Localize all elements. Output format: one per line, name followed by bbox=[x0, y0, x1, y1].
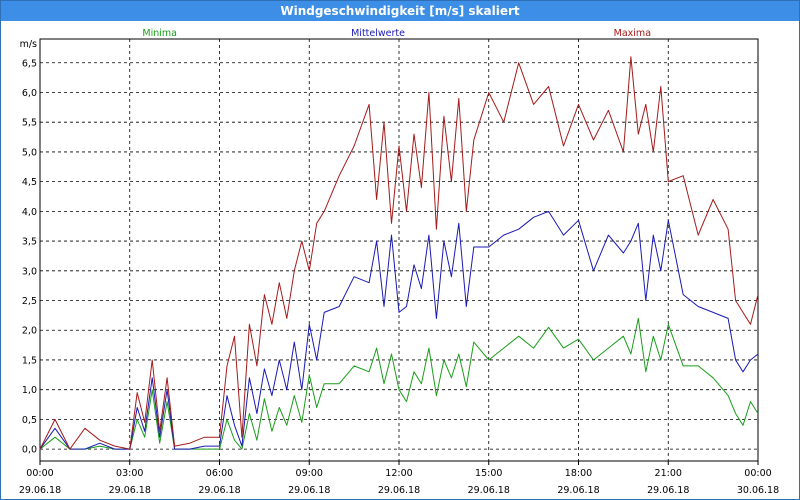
chart-axes: 0,0 0,5 1,0 1,5 2,0 2,5 3,0 3,5 4,0 4,5 5,0 5,5 6,0 6… bbox=[19, 38, 779, 496]
y-tick-label: 0,0 bbox=[22, 445, 37, 456]
window-title: Windgeschwindigkeit [m/s] skaliert bbox=[1, 1, 799, 21]
x-tick-time: 00:00 bbox=[26, 468, 53, 479]
x-tick-date: 29.06.18 bbox=[557, 485, 599, 496]
y-tick-label: 1,0 bbox=[22, 385, 37, 396]
x-tick-date: 29.06.18 bbox=[647, 485, 689, 496]
x-tick-time: 09:00 bbox=[296, 468, 323, 479]
chart-series bbox=[39, 56, 759, 450]
y-tick-label: 5,0 bbox=[22, 147, 37, 158]
y-tick-label: 6,5 bbox=[22, 58, 37, 69]
y-axis-label: m/s bbox=[20, 39, 37, 50]
x-tick-time: 18:00 bbox=[565, 468, 592, 479]
x-tick-date: 29.06.18 bbox=[198, 485, 240, 496]
legend-minima: Minima bbox=[142, 28, 177, 39]
y-tick-label: 1,5 bbox=[22, 355, 37, 366]
x-tick-date: 29.06.18 bbox=[109, 485, 151, 496]
y-tick-label: 3,0 bbox=[22, 266, 37, 277]
x-tick-date: 29.06.18 bbox=[378, 485, 420, 496]
x-tick-time: 06:00 bbox=[206, 468, 233, 479]
x-tick-date: 30.06.18 bbox=[737, 485, 779, 496]
chart-legend: Minima Mittelwerte Maxima bbox=[142, 28, 651, 39]
x-tick-time: 21:00 bbox=[655, 468, 682, 479]
x-tick-time: 12:00 bbox=[385, 468, 412, 479]
y-tick-label: 0,5 bbox=[22, 415, 37, 426]
y-tick-label: 5,5 bbox=[22, 118, 37, 129]
series-line-mittelwerte bbox=[39, 210, 759, 450]
x-tick-date: 29.06.18 bbox=[468, 485, 510, 496]
y-tick-label: 6,0 bbox=[22, 88, 37, 99]
x-tick-date: 29.06.18 bbox=[288, 485, 330, 496]
series-line-maxima bbox=[39, 56, 759, 450]
x-tick-time: 00:00 bbox=[744, 468, 771, 479]
legend-mittelwerte: Mittelwerte bbox=[351, 28, 405, 39]
y-tick-label: 2,0 bbox=[22, 326, 37, 337]
x-tick-time: 15:00 bbox=[475, 468, 502, 479]
wind-speed-chart: 0,0 0,5 1,0 1,5 2,0 2,5 3,0 3,5 4,0 4,5 5,0 5,5 6,0 6… bbox=[19, 28, 779, 496]
x-tick-date: 29.06.18 bbox=[19, 485, 61, 496]
y-tick-label: 2,5 bbox=[22, 296, 37, 307]
legend-maxima: Maxima bbox=[614, 28, 651, 39]
y-tick-label: 4,5 bbox=[22, 177, 37, 188]
y-tick-label: 4,0 bbox=[22, 207, 37, 218]
y-tick-label: 3,5 bbox=[22, 237, 37, 248]
x-tick-time: 03:00 bbox=[116, 468, 143, 479]
